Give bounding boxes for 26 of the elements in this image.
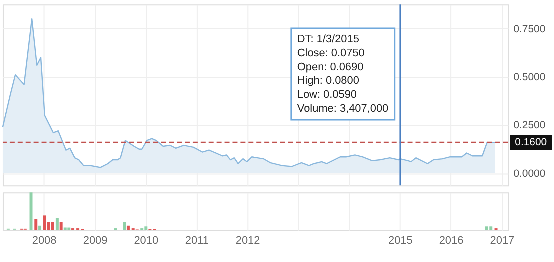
x-tick-label: 2015 [388,234,413,247]
bar [56,218,59,230]
y-tick-label: 0.7500 [514,24,546,36]
bar [34,219,38,230]
bar [60,222,63,230]
x-tick-label: 2009 [83,234,108,247]
bar [64,228,67,230]
bar [43,216,46,230]
x-tick-label: 2011 [185,234,209,247]
y-tick-label: 0.0000 [514,168,546,180]
bar [51,222,54,230]
x-tick-label: 2017 [490,234,515,247]
y-tick-label: 0.5000 [514,72,546,84]
y-tick-label: 0.2500 [514,120,546,132]
bar [38,226,42,230]
bar [144,226,148,230]
ref-line-label: 0.1600 [515,138,548,149]
x-tick-label: 2008 [32,234,57,247]
bar [123,222,126,230]
annotation: DT: 1/3/2015 Close: 0.0750 Open: 0.0690 High: 0.0800 Low: 0.0590 Volume: 3,407,000 [297,33,389,116]
x-tick-label: 2016 [439,234,464,247]
bar [485,226,488,230]
x-tick-label: 2012 [236,234,260,247]
bar [126,226,130,230]
bar [68,228,71,230]
x-tick-label: 2010 [134,234,159,247]
